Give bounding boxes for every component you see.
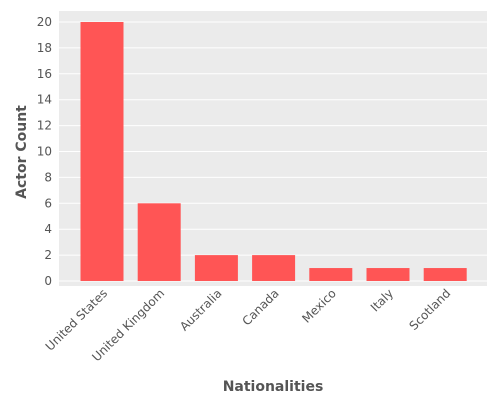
x-tick-label: Canada: [240, 286, 282, 328]
y-tick-labels: 0 2 4 6 8 10 12 14 16 18 20: [37, 15, 52, 288]
bars: [80, 22, 467, 281]
bar: [194, 255, 238, 281]
bar: [80, 22, 124, 281]
y-tick-label: 16: [37, 67, 52, 81]
x-axis-title: Nationalities: [223, 379, 324, 395]
plot-background: [59, 11, 487, 286]
y-tick-label: 20: [37, 15, 52, 29]
y-tick-label: 6: [44, 196, 52, 210]
bar: [423, 268, 467, 281]
y-tick-label: 2: [44, 248, 52, 262]
bar: [252, 255, 296, 281]
x-tick-label: Scotland: [407, 286, 454, 333]
bar: [366, 268, 410, 281]
y-tick-label: 10: [37, 145, 52, 159]
y-axis-title: Actor Count: [14, 105, 30, 199]
bar: [137, 203, 181, 281]
y-tick-label: 18: [37, 41, 52, 55]
x-tick-label: Australia: [177, 286, 224, 333]
y-tick-label: 8: [44, 170, 52, 184]
x-tick-label: Mexico: [299, 286, 339, 326]
y-tick-label: 0: [44, 274, 52, 288]
y-tick-label: 4: [44, 222, 52, 236]
y-tick-label: 14: [37, 93, 52, 107]
x-tick-label: Italy: [368, 286, 396, 314]
bar: [309, 268, 353, 281]
y-tick-label: 12: [37, 119, 52, 133]
